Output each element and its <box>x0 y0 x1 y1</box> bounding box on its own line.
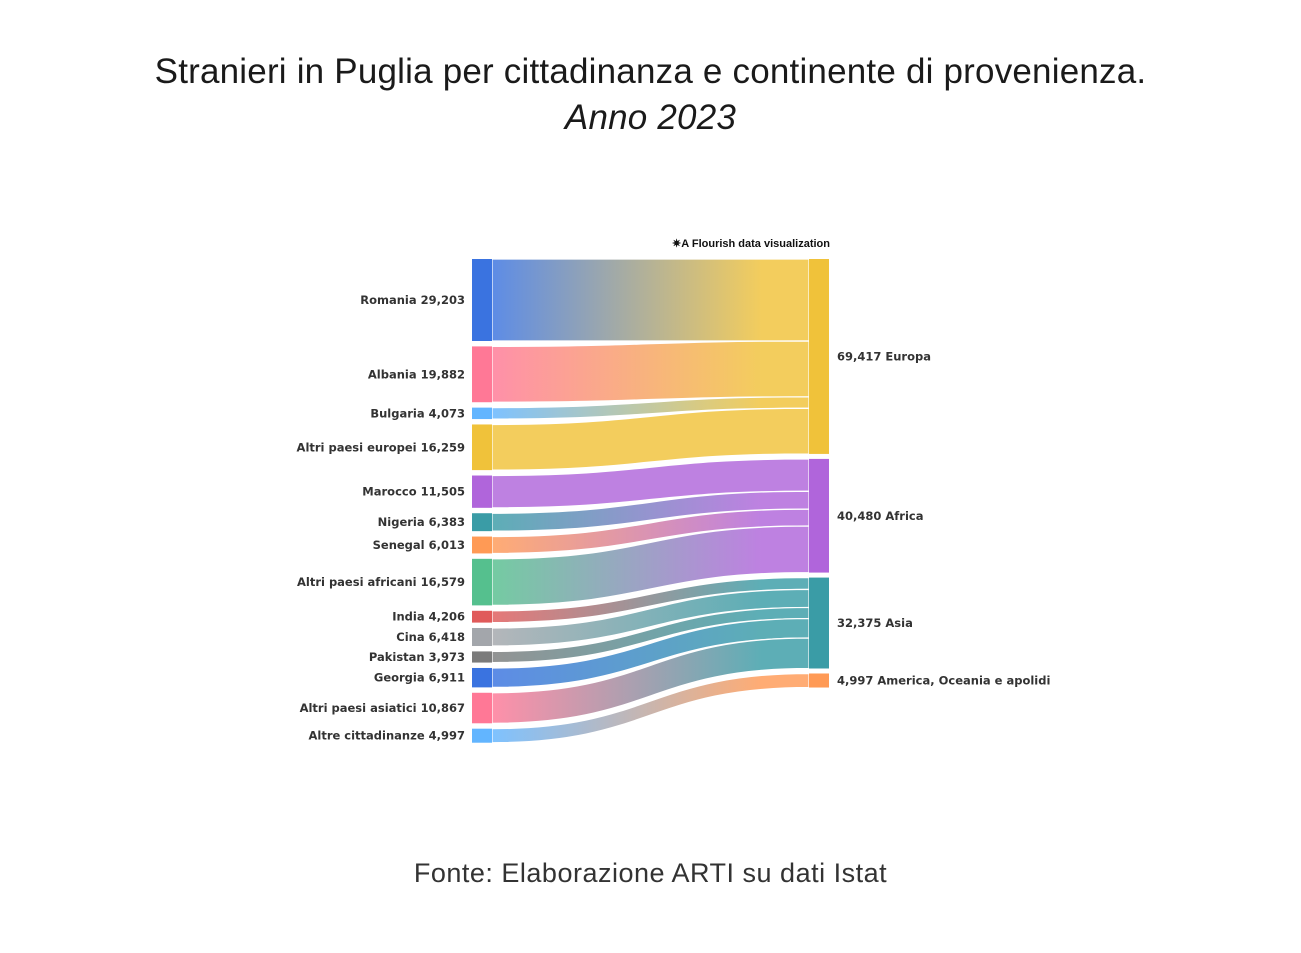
source-node-romania[interactable] <box>472 259 492 341</box>
chart-subtitle-year: Anno 2023 <box>564 98 737 137</box>
source-node-altre-cittadinanze[interactable] <box>472 728 492 743</box>
source-node-georgia[interactable] <box>472 667 492 688</box>
sankey-links <box>491 258 810 744</box>
source-node-cina[interactable] <box>472 627 492 647</box>
link-romania[interactable] <box>491 258 810 342</box>
source-label-romania: Romania 29,203 <box>360 293 465 307</box>
source-node-albania[interactable] <box>472 346 492 403</box>
source-node-india[interactable] <box>472 610 492 623</box>
target-label-asia: 32,375 Asia <box>837 616 913 630</box>
target-node-africa[interactable] <box>809 458 829 573</box>
target-node-europa[interactable] <box>809 259 829 454</box>
source-label-altre-cittadinanze: Altre cittadinanze 4,997 <box>308 729 465 743</box>
source-label-marocco: Marocco 11,505 <box>362 485 465 499</box>
source-label-senegal: Senegal 6,013 <box>373 538 465 552</box>
source-node-senegal[interactable] <box>472 536 492 554</box>
source-node-altri-paesi-europei[interactable] <box>472 424 492 471</box>
link-albania[interactable] <box>491 340 810 403</box>
source-node-altri-paesi-asiatici[interactable] <box>472 692 492 724</box>
link-altri-paesi-asiatici[interactable] <box>491 637 810 724</box>
sankey-nodes <box>472 259 829 743</box>
source-label-cina: Cina 6,418 <box>396 630 465 644</box>
source-label-georgia: Georgia 6,911 <box>374 671 465 685</box>
target-node-america-oceania-e-apolidi[interactable] <box>809 673 829 688</box>
source-label-altri-paesi-africani: Altri paesi africani 16,579 <box>297 575 465 589</box>
target-label-europa: 69,417 Europa <box>837 349 931 363</box>
source-node-marocco[interactable] <box>472 475 492 508</box>
chart-title: Stranieri in Puglia per cittadinanza e c… <box>154 52 1147 91</box>
source-node-altri-paesi-africani[interactable] <box>472 558 492 606</box>
source-note: Fonte: Elaborazione ARTI su dati Istat <box>413 858 888 888</box>
source-node-pakistan[interactable] <box>472 651 492 663</box>
flourish-credit-link[interactable]: ✷A Flourish data visualization <box>672 238 830 250</box>
source-node-bulgaria[interactable] <box>472 407 492 420</box>
target-label-africa: 40,480 Africa <box>837 509 923 523</box>
source-node-nigeria[interactable] <box>472 513 492 532</box>
source-label-albania: Albania 19,882 <box>368 367 465 381</box>
source-label-altri-paesi-europei: Altri paesi europei 16,259 <box>297 440 465 454</box>
source-label-altri-paesi-asiatici: Altri paesi asiatici 10,867 <box>300 701 465 715</box>
source-label-nigeria: Nigeria 6,383 <box>378 515 465 529</box>
target-label-america-oceania-e-apolidi: 4,997 America, Oceania e apolidi <box>837 674 1050 688</box>
source-label-bulgaria: Bulgaria 4,073 <box>370 406 465 420</box>
sankey-labels: 69,417 Europa 40,480 Africa 32,375 Asia 4,9… <box>297 293 1051 743</box>
source-label-india: India 4,206 <box>392 610 465 624</box>
source-label-pakistan: Pakistan 3,973 <box>369 650 465 664</box>
target-node-asia[interactable] <box>809 577 829 669</box>
